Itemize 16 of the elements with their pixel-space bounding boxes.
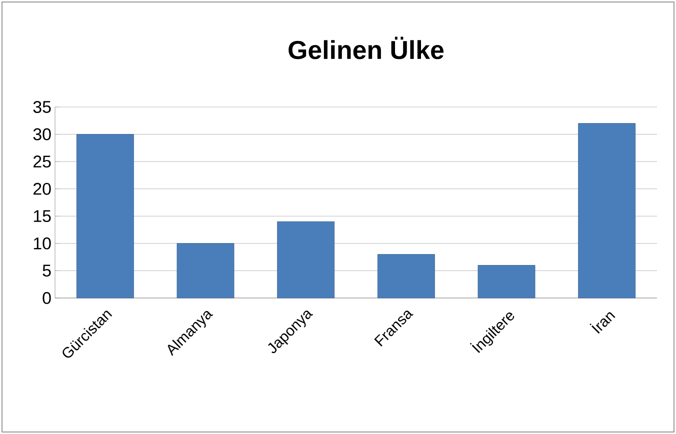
bar	[377, 254, 435, 298]
y-tick-label: 10	[34, 237, 51, 250]
bar	[578, 123, 636, 298]
y-tick-label: 20	[34, 182, 51, 195]
bar	[176, 243, 234, 298]
bar	[478, 265, 536, 298]
y-tick-label: 35	[33, 100, 51, 113]
y-tick-label: 25	[34, 156, 51, 168]
bar	[76, 134, 134, 298]
chart-title: Gelinen Ülke	[288, 36, 444, 60]
y-tick-label: 15	[34, 210, 51, 222]
y-tick-label: 0	[42, 292, 51, 304]
x-tick-label: İran	[590, 312, 616, 334]
y-tick-label: 5	[42, 264, 51, 277]
y-tick-label: 30	[33, 128, 51, 140]
bar	[277, 221, 335, 298]
